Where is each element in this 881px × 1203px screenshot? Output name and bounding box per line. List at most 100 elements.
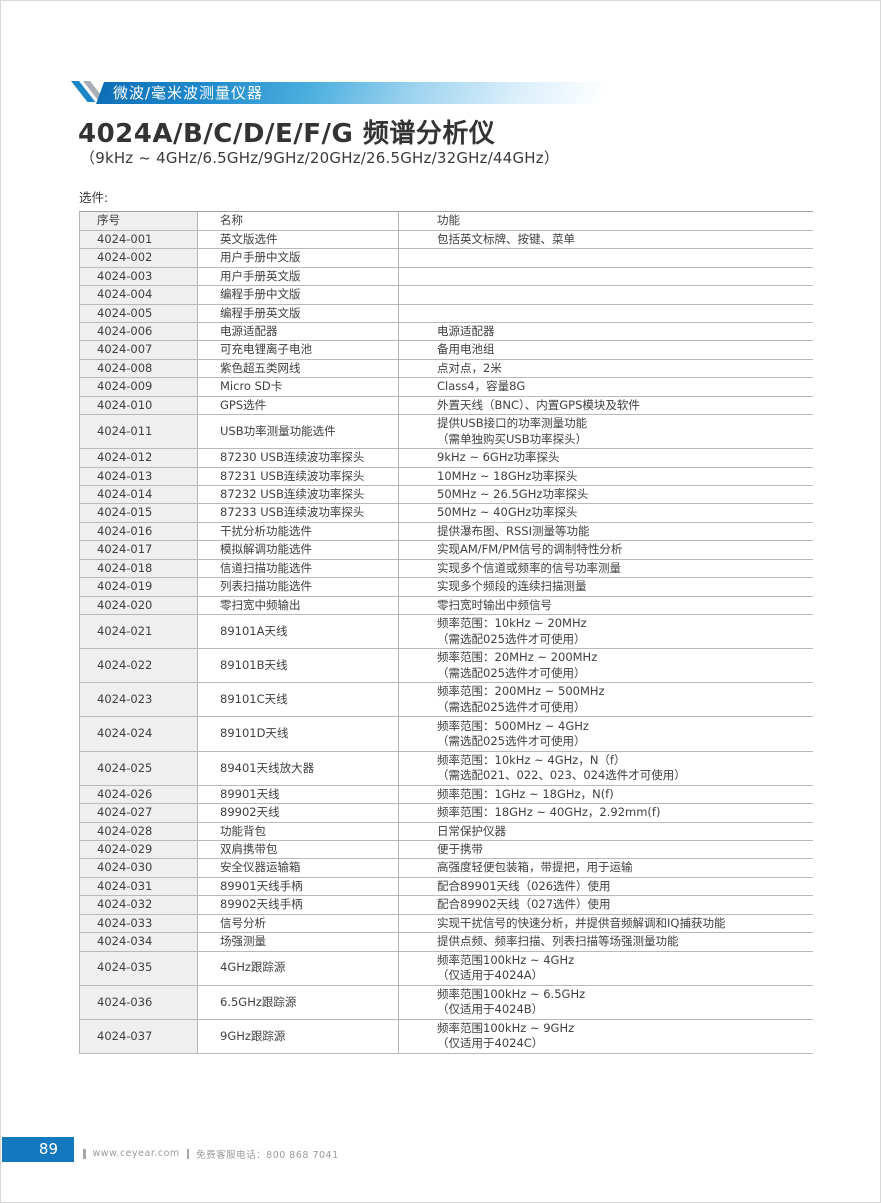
- table-row: 4024-004 编程手册中文版: [80, 286, 813, 305]
- cell-option-number: 4024-018: [80, 559, 198, 578]
- cell-option-number: 4024-008: [80, 359, 198, 378]
- cell-option-name: 编程手册英文版: [198, 304, 399, 323]
- footer: www.ceyear.com 免费客服电话：800 868 7041: [83, 1147, 339, 1161]
- cell-option-name: 89101B天线: [198, 649, 399, 683]
- cell-option-number: 4024-016: [80, 522, 198, 541]
- footer-service-phone: 免费客服电话：800 868 7041: [196, 1149, 339, 1161]
- cell-option-function: 频率范围100kHz ~ 9GHz （仅适用于4024C）: [437, 1021, 575, 1051]
- cell-option-name: 信道扫描功能选件: [198, 559, 399, 578]
- cell-option-function: 50MHz ~ 26.5GHz功率探头: [437, 487, 589, 502]
- cell-option-name: 信号分析: [198, 914, 399, 933]
- table-row: 4024-030 安全仪器运输箱 高强度轻便包装箱，带提把，用于运输: [80, 859, 813, 878]
- table-row: 4024-027 89902天线 频率范围：18GHz ~ 40GHz，2.92mm…: [80, 804, 813, 823]
- table-row: 4024-002 用户手册中文版: [80, 249, 813, 268]
- cell-option-name: 9GHz跟踪源: [198, 1019, 399, 1054]
- table-row: 4024-036 6.5GHz跟踪源 频率范围100kHz ~ 6.5GHz （仅适用…: [80, 985, 813, 1020]
- options-table: 序号 名称 功能 4024-001 英文版选件 包括英文标牌、按键、菜单 4024-002 用…: [79, 211, 813, 1055]
- cell-option-name: 双肩携带包: [198, 841, 399, 859]
- cell-option-function: 50MHz ~ 40GHz功率探头: [437, 505, 578, 520]
- cell-option-name: 87231 USB连续波功率探头: [198, 467, 399, 486]
- header-cell: 功能: [437, 213, 460, 228]
- cell-option-function: 备用电池组: [437, 342, 495, 357]
- cell-option-function: 点对点，2米: [437, 360, 502, 375]
- cell-option-name: 模拟解调功能选件: [198, 541, 399, 559]
- cell-option-number: 4024-005: [80, 304, 198, 323]
- cell-option-function: 零扫宽时输出中频信号: [437, 597, 552, 612]
- cell-option-number: 4024-015: [80, 504, 198, 522]
- cell-option-number: 4024-004: [80, 286, 198, 304]
- options-section-label: 选件:: [79, 190, 109, 205]
- cell-option-name: 89901天线手柄: [198, 877, 399, 896]
- cell-option-number: 4024-003: [80, 267, 198, 286]
- cell-option-function: 9kHz ~ 6GHz功率探头: [437, 450, 560, 465]
- cell-option-number: 4024-030: [80, 859, 198, 877]
- table-header-row: 序号 名称 功能: [80, 212, 813, 231]
- cell-option-number: 4024-007: [80, 341, 198, 359]
- footer-website: www.ceyear.com: [92, 1148, 180, 1159]
- cell-option-number: 4024-036: [80, 985, 198, 1019]
- cell-option-function: 频率范围：18GHz ~ 40GHz，2.92mm(f): [437, 805, 661, 820]
- cell-option-name: 87232 USB连续波功率探头: [198, 486, 399, 504]
- cell-option-number: 4024-028: [80, 822, 198, 841]
- cell-option-function: [399, 305, 813, 322]
- footer-separator-icon: [186, 1148, 190, 1159]
- table-row: 4024-018 信道扫描功能选件 实现多个信道或频率的信号功率测量: [80, 559, 813, 579]
- cell-option-number: 4024-006: [80, 323, 198, 341]
- cell-option-name: 4GHz跟踪源: [198, 951, 399, 985]
- cell-option-function: 配合89902天线（027选件）使用: [437, 897, 611, 912]
- page-subtitle: （9kHz ~ 4GHz/6.5GHz/9GHz/20GHz/26.5GHz/3…: [80, 149, 560, 167]
- cell-option-name: 可充电锂离子电池: [198, 341, 399, 359]
- cell-option-name: 6.5GHz跟踪源: [198, 985, 399, 1019]
- cell-option-name: 87230 USB连续波功率探头: [198, 449, 399, 467]
- header-cell: 名称: [198, 212, 399, 230]
- table-row: 4024-032 89902天线手柄 配合89902天线（027选件）使用: [80, 896, 813, 915]
- cell-option-name: 89101C天线: [198, 683, 399, 717]
- cell-option-function: 频率范围：20MHz ~ 200MHz （需选配025选件才可使用）: [437, 650, 598, 680]
- table-row: 4024-034 场强测量 提供点频、频率扫描、列表扫描等场强测量功能: [80, 933, 813, 952]
- table-row: 4024-021 89101A天线 频率范围：10kHz ~ 20MHz （需选配02…: [80, 614, 813, 650]
- cell-option-function: 包括英文标牌、按键、菜单: [437, 232, 575, 246]
- table-row: 4024-022 89101B天线 频率范围：20MHz ~ 200MHz （需选配0…: [80, 649, 813, 684]
- cell-option-function: 实现多个频段的连续扫描测量: [437, 579, 587, 594]
- cell-option-number: 4024-009: [80, 378, 198, 396]
- cell-option-name: 安全仪器运输箱: [198, 859, 399, 877]
- table-row: 4024-007 可充电锂离子电池 备用电池组: [80, 341, 813, 360]
- cell-option-function: 频率范围：10kHz ~ 4GHz，N（f） （需选配021、022、023、02…: [437, 752, 686, 783]
- table-row: 4024-020 零扫宽中频输出 零扫宽时输出中频信号: [80, 596, 813, 615]
- table-row: 4024-003 用户手册英文版: [80, 267, 813, 287]
- cell-option-number: 4024-033: [80, 914, 198, 933]
- cell-option-function: 频率范围：200MHz ~ 500MHz （需选配025选件才可使用）: [437, 684, 605, 714]
- cell-option-name: 零扫宽中频输出: [198, 596, 399, 614]
- cell-option-function: 10MHz ~ 18GHz功率探头: [437, 468, 578, 483]
- cell-option-number: 4024-001: [80, 231, 198, 249]
- cell-option-number: 4024-021: [80, 614, 198, 649]
- cell-option-name: 场强测量: [198, 933, 399, 951]
- table-row: 4024-010 GPS选件 外置天线（BNC）、内置GPS模块及软件: [80, 396, 813, 416]
- cell-option-number: 4024-035: [80, 951, 198, 985]
- cell-option-number: 4024-023: [80, 683, 198, 717]
- cell-option-name: 87233 USB连续波功率探头: [198, 504, 399, 522]
- cell-option-number: 4024-029: [80, 841, 198, 859]
- cell-option-number: 4024-025: [80, 751, 198, 785]
- cell-option-number: 4024-017: [80, 541, 198, 559]
- cell-option-function: 电源适配器: [437, 324, 495, 339]
- cell-option-function: 日常保护仪器: [437, 823, 506, 838]
- cell-option-number: 4024-032: [80, 896, 198, 914]
- table-row: 4024-015 87233 USB连续波功率探头 50MHz ~ 40GHz功率探…: [80, 504, 813, 523]
- table-row: 4024-037 9GHz跟踪源 频率范围100kHz ~ 9GHz （仅适用于402…: [80, 1019, 813, 1055]
- table-row: 4024-011 USB功率测量功能选件 提供USB接口的功率测量功能 （需单独购买U…: [80, 415, 813, 450]
- cell-option-function: 提供瀑布图、RSSI测量等功能: [437, 523, 590, 538]
- table-row: 4024-005 编程手册英文版: [80, 304, 813, 324]
- cell-option-number: 4024-002: [80, 249, 198, 267]
- table-row: 4024-001 英文版选件 包括英文标牌、按键、菜单: [80, 231, 813, 250]
- cell-option-number: 4024-024: [80, 717, 198, 751]
- table-row: 4024-008 紫色超五类网线 点对点，2米: [80, 359, 813, 379]
- header-cell: 序号: [80, 212, 198, 230]
- cell-option-name: 电源适配器: [198, 323, 399, 341]
- cell-option-function: 配合89901天线（026选件）使用: [437, 878, 611, 893]
- cell-option-name: USB功率测量功能选件: [198, 415, 399, 449]
- cell-option-number: 4024-031: [80, 877, 198, 896]
- footer-separator-icon: [83, 1148, 86, 1159]
- cell-option-function: 实现AM/FM/PM信号的调制特性分析: [437, 542, 623, 557]
